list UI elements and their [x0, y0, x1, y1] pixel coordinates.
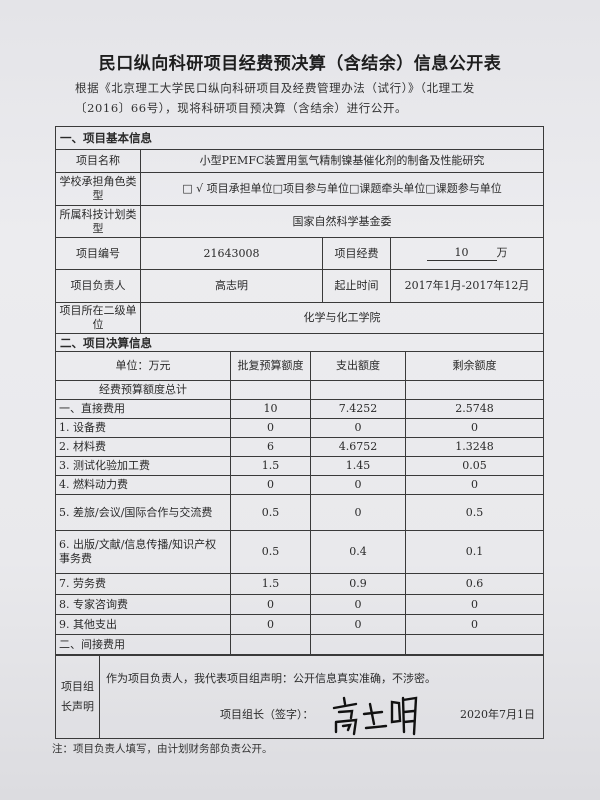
row-label: 6. 出版/文献/信息传播/知识产权事务费: [55, 530, 231, 574]
spent-cell: 0: [310, 475, 406, 495]
project-name-value: 小型PEMFC装置用氢气精制镍基催化剂的制备及性能研究: [140, 149, 544, 173]
approved-cell: [230, 634, 311, 655]
school-role-label: 学校承担角色类型: [55, 172, 141, 206]
row-label: 二、间接费用: [55, 634, 231, 655]
spent-cell: [310, 634, 406, 655]
approved-cell: 1.5: [230, 573, 311, 595]
project-funding-cell: 10 万: [390, 237, 544, 270]
spent-cell: [310, 380, 406, 400]
approved-cell: 0.5: [230, 494, 311, 531]
declaration-text: 作为项目负责人，我代表项目组声明：公开信息真实准确，不涉密。: [106, 672, 436, 685]
table-row: 1. 设备费 0 0 0: [55, 418, 544, 438]
spent-cell: 0.4: [310, 530, 406, 574]
handwritten-signature: [332, 696, 418, 736]
column-header-approved: 批复预算额度: [230, 351, 311, 381]
project-number-label: 项目编号: [55, 237, 141, 270]
declaration-label: 项目组长声明: [55, 655, 100, 739]
footnote: 注：项目负责人填写，由计划财务部负责公开。: [52, 743, 273, 755]
project-number-value: 21643008: [140, 237, 323, 270]
approved-cell: 0: [230, 475, 311, 495]
row-label: 8. 专家咨询费: [55, 594, 231, 615]
spent-cell: 0: [310, 594, 406, 615]
row-label: 1. 设备费: [55, 418, 231, 438]
spent-cell: 7.4252: [310, 399, 406, 419]
remaining-cell: 1.3248: [405, 437, 544, 457]
project-funding-unit: 万: [496, 246, 508, 259]
row-label: 9. 其他支出: [55, 614, 231, 635]
table-row: 8. 专家咨询费 0 0 0: [55, 594, 544, 615]
row-label: 5. 差旅/会议/国际合作与交流费: [55, 494, 231, 531]
table-row: 6. 出版/文献/信息传播/知识产权事务费 0.5 0.4 0.1: [55, 530, 544, 574]
remaining-cell: 0: [405, 594, 544, 615]
remaining-cell: 0: [405, 475, 544, 495]
remaining-cell: [405, 634, 544, 655]
remaining-cell: 2.5748: [405, 399, 544, 419]
remaining-cell: 0.5: [405, 494, 544, 531]
column-header-spent: 支出额度: [310, 351, 406, 381]
table-row: 9. 其他支出 0 0 0: [55, 614, 544, 635]
approved-cell: 0.5: [230, 530, 311, 574]
remaining-cell: 0.05: [405, 456, 544, 476]
project-funding-value: 10: [426, 246, 497, 261]
spent-cell: 4.6752: [310, 437, 406, 457]
spent-cell: 0: [310, 494, 406, 531]
remaining-cell: 0: [405, 418, 544, 438]
intro-text-line2: 〔2016〕66号），现将科研项目预决算（含结余）进行公开。: [75, 101, 408, 115]
plan-type-value: 国家自然科学基金委: [140, 205, 544, 238]
spent-cell: 1.45: [310, 456, 406, 476]
table-row: 3. 测试化验加工费 1.5 1.45 0.05: [55, 456, 544, 476]
column-header-remaining: 剩余额度: [405, 351, 544, 381]
table-row: 4. 燃料动力费 0 0 0: [55, 475, 544, 495]
row-label: 经费预算额度总计: [55, 380, 231, 400]
school-role-value: □ √ 项目承担单位□项目参与单位□课题牵头单位□课题参与单位: [140, 172, 544, 206]
project-name-label: 项目名称: [55, 149, 141, 173]
row-label: 3. 测试化验加工费: [55, 456, 231, 476]
approved-cell: 0: [230, 614, 311, 635]
column-header-unit: 单位：万元: [55, 351, 231, 381]
table-row: 2. 材料费 6 4.6752 1.3248: [55, 437, 544, 457]
project-leader-value: 高志明: [140, 269, 323, 303]
row-label: 4. 燃料动力费: [55, 475, 231, 495]
spent-cell: 0: [310, 614, 406, 635]
basic-info-table: 一、项目基本信息 项目名称 小型PEMFC装置用氢气精制镍基催化剂的制备及性能研究…: [55, 126, 544, 334]
intro-text-line1: 根据《北京理工大学民口纵向科研项目及经费管理办法（试行）》（北理工发: [75, 81, 475, 95]
spent-cell: 0: [310, 418, 406, 438]
department-value: 化学与化工学院: [140, 302, 544, 334]
approved-cell: 10: [230, 399, 311, 419]
project-funding-label: 项目经费: [322, 237, 391, 270]
approved-cell: 6: [230, 437, 311, 457]
declaration-table: 项目组长声明 作为项目负责人，我代表项目组声明：公开信息真实准确，不涉密。 项目…: [55, 655, 544, 739]
signature-label: 项目组长（签字）：: [220, 708, 314, 721]
table-row: 7. 劳务费 1.5 0.9 0.6: [55, 573, 544, 595]
declaration-date: 2020年7月1日: [460, 708, 535, 721]
row-label: 一、直接费用: [55, 399, 231, 419]
period-label: 起止时间: [322, 269, 391, 303]
project-leader-label: 项目负责人: [55, 269, 141, 303]
spent-cell: 0.9: [310, 573, 406, 595]
document-title: 民口纵向科研项目经费预决算（含结余）信息公开表: [98, 54, 502, 74]
section2-heading: 二、项目决算信息: [55, 333, 544, 352]
table-row: 一、直接费用 10 7.4252 2.5748: [55, 399, 544, 419]
row-label: 7. 劳务费: [55, 573, 231, 595]
table-row: 经费预算额度总计: [55, 380, 544, 400]
approved-cell: 0: [230, 594, 311, 615]
department-label: 项目所在二级单位: [55, 302, 141, 334]
table-row: 二、间接费用: [55, 634, 544, 655]
approved-cell: [230, 380, 311, 400]
section1-heading: 一、项目基本信息: [55, 126, 544, 150]
approved-cell: 0: [230, 418, 311, 438]
remaining-cell: 0.1: [405, 530, 544, 574]
remaining-cell: 0: [405, 614, 544, 635]
plan-type-label: 所属科技计划类型: [55, 205, 141, 238]
row-label: 2. 材料费: [55, 437, 231, 457]
remaining-cell: 0.6: [405, 573, 544, 595]
period-value: 2017年1月-2017年12月: [390, 269, 544, 303]
approved-cell: 1.5: [230, 456, 311, 476]
declaration-cell: 作为项目负责人，我代表项目组声明：公开信息真实准确，不涉密。 项目组长（签字）：…: [99, 655, 544, 739]
budget-table: 二、项目决算信息 单位：万元 批复预算额度 支出额度 剩余额度 经费预算额度总计…: [55, 333, 544, 655]
remaining-cell: [405, 380, 544, 400]
table-row: 5. 差旅/会议/国际合作与交流费 0.5 0 0.5: [55, 494, 544, 531]
